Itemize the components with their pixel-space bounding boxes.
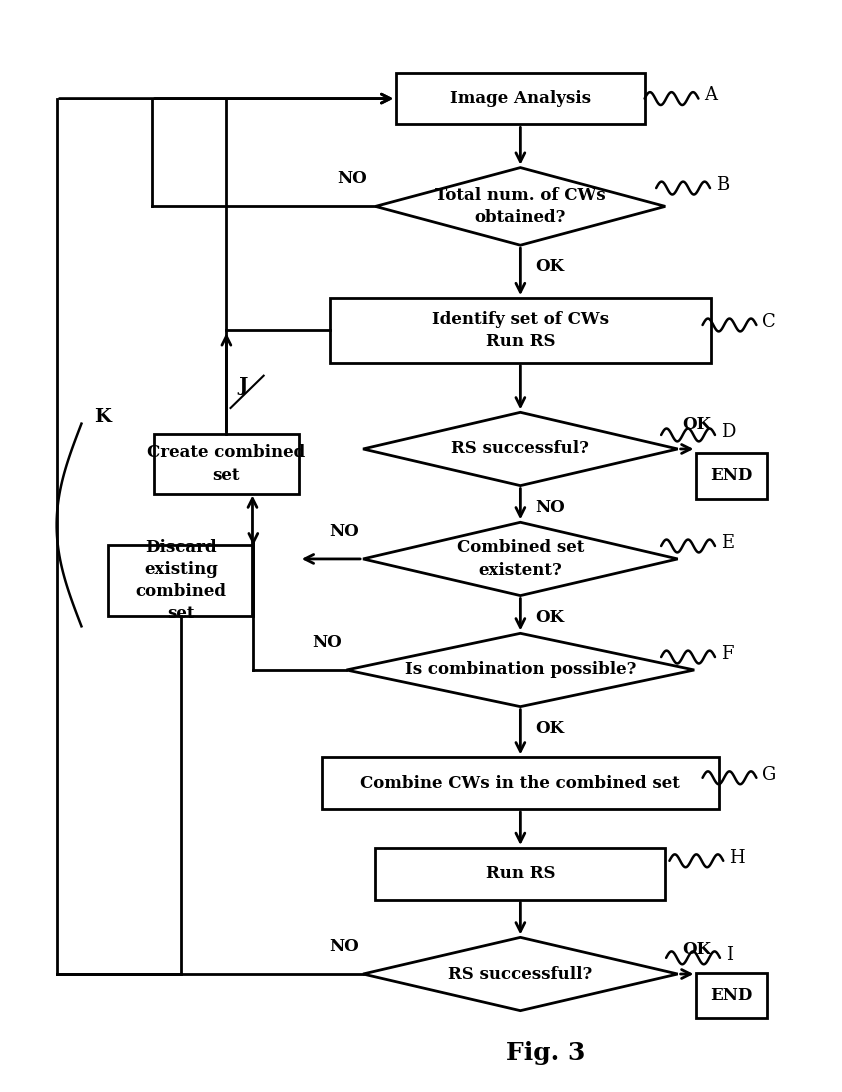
Text: Fig. 3: Fig. 3 xyxy=(505,1041,585,1065)
Text: RS successful?: RS successful? xyxy=(451,440,589,458)
Bar xyxy=(330,298,711,363)
Polygon shape xyxy=(363,522,678,595)
Text: I: I xyxy=(726,946,733,963)
Text: K: K xyxy=(93,407,110,426)
Bar xyxy=(154,435,299,494)
Polygon shape xyxy=(376,167,665,246)
Text: OK: OK xyxy=(682,941,711,958)
Polygon shape xyxy=(363,937,678,1011)
Text: NO: NO xyxy=(329,938,359,954)
Text: F: F xyxy=(721,644,733,663)
Text: C: C xyxy=(762,312,776,331)
Bar xyxy=(696,453,767,499)
Text: A: A xyxy=(704,86,717,105)
Text: NO: NO xyxy=(536,499,565,515)
Text: Combine CWs in the combined set: Combine CWs in the combined set xyxy=(360,774,680,792)
Bar xyxy=(376,847,665,900)
Bar xyxy=(109,546,253,616)
Text: NO: NO xyxy=(329,523,359,539)
Text: Combined set
existent?: Combined set existent? xyxy=(456,539,584,579)
Text: NO: NO xyxy=(338,170,367,187)
Text: OK: OK xyxy=(536,608,564,626)
Text: END: END xyxy=(711,467,753,485)
Text: Image Analysis: Image Analysis xyxy=(450,90,591,107)
Text: Run RS: Run RS xyxy=(486,865,555,882)
Text: D: D xyxy=(721,423,735,441)
Bar xyxy=(322,758,719,809)
Text: E: E xyxy=(721,534,734,551)
Text: OK: OK xyxy=(682,416,711,432)
Text: NO: NO xyxy=(312,633,343,651)
Text: G: G xyxy=(762,765,776,784)
Text: OK: OK xyxy=(536,720,564,737)
Text: B: B xyxy=(716,176,729,194)
Text: J: J xyxy=(238,378,248,395)
Text: Total num. of CWs
obtained?: Total num. of CWs obtained? xyxy=(435,187,605,226)
Polygon shape xyxy=(346,633,695,707)
Text: OK: OK xyxy=(536,258,564,275)
Text: Create combined
set: Create combined set xyxy=(147,444,306,484)
Text: Identify set of CWs
Run RS: Identify set of CWs Run RS xyxy=(432,311,609,349)
Text: END: END xyxy=(711,987,753,1004)
Text: H: H xyxy=(729,848,744,867)
Bar xyxy=(396,73,645,124)
Text: Is combination possible?: Is combination possible? xyxy=(405,662,636,678)
Bar xyxy=(696,973,767,1018)
Polygon shape xyxy=(363,413,678,486)
Text: Discard
existing
combined
set: Discard existing combined set xyxy=(136,538,226,622)
Text: RS successfull?: RS successfull? xyxy=(448,965,593,983)
